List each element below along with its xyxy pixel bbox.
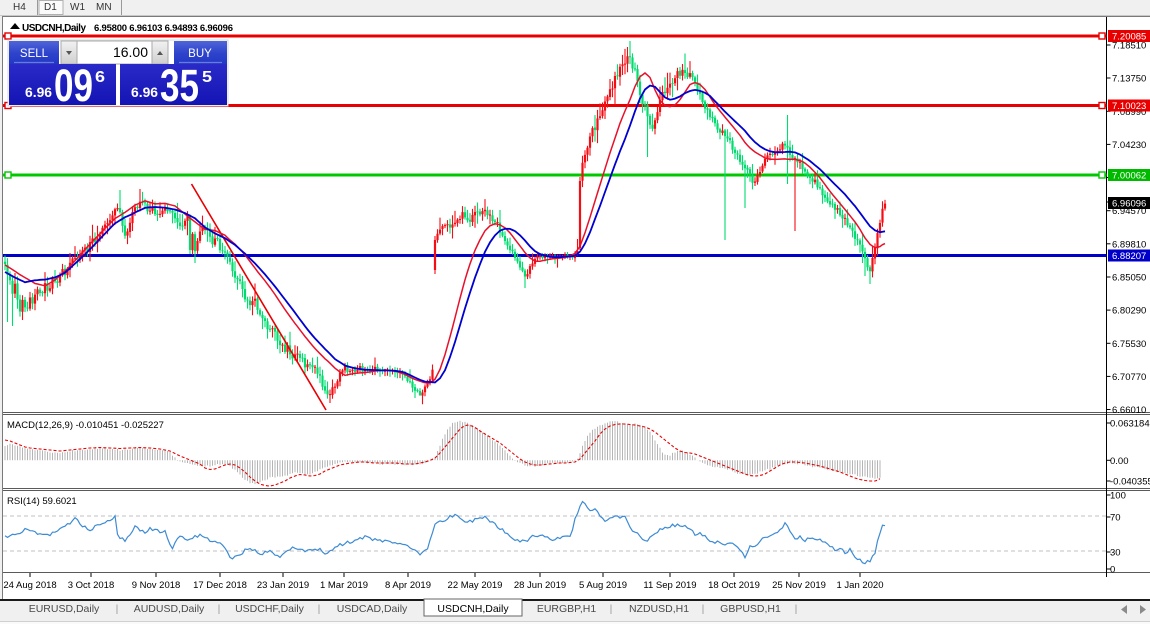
svg-text:6.80290: 6.80290	[1112, 306, 1146, 317]
svg-text:USDCAD,Daily: USDCAD,Daily	[337, 603, 408, 615]
svg-text:3 Oct 2018: 3 Oct 2018	[68, 580, 114, 591]
svg-text:1 Mar 2019: 1 Mar 2019	[320, 580, 368, 591]
svg-text:|: |	[116, 603, 119, 615]
svg-text:35: 35	[160, 60, 199, 111]
svg-text:H4: H4	[13, 2, 26, 13]
svg-text:6.66010: 6.66010	[1112, 405, 1146, 416]
svg-text:6.96: 6.96	[131, 85, 158, 100]
svg-text:-0.040355: -0.040355	[1110, 477, 1150, 488]
svg-text:5: 5	[202, 69, 212, 86]
svg-text:7.00062: 7.00062	[1112, 171, 1146, 182]
svg-text:1 Jan 2020: 1 Jan 2020	[836, 580, 883, 591]
svg-text:09: 09	[54, 60, 93, 111]
svg-text:30: 30	[1110, 548, 1121, 559]
svg-text:AUDUSD,Daily: AUDUSD,Daily	[134, 603, 205, 615]
svg-text:7.04230: 7.04230	[1112, 140, 1146, 151]
svg-text:MACD(12,26,9) -0.010451 -0.025: MACD(12,26,9) -0.010451 -0.025227	[7, 420, 164, 431]
svg-text:0.063184: 0.063184	[1110, 419, 1150, 430]
svg-text:6.96096: 6.96096	[1112, 199, 1146, 210]
svg-text:EURUSD,Daily: EURUSD,Daily	[29, 603, 100, 615]
svg-text:|: |	[318, 603, 321, 615]
svg-text:70: 70	[1110, 513, 1121, 524]
svg-text:6.94570: 6.94570	[1112, 206, 1146, 217]
svg-text:0.00: 0.00	[1110, 456, 1129, 467]
svg-text:100: 100	[1110, 491, 1126, 502]
svg-text:|: |	[610, 603, 613, 615]
svg-text:25 Nov 2019: 25 Nov 2019	[772, 580, 826, 591]
svg-text:22 May 2019: 22 May 2019	[448, 580, 503, 591]
svg-text:SELL: SELL	[20, 48, 49, 60]
svg-text:6.95800 6.96103 6.94893 6.9609: 6.95800 6.96103 6.94893 6.96096	[94, 23, 233, 34]
svg-text:17 Dec 2018: 17 Dec 2018	[193, 580, 247, 591]
svg-text:7.08990: 7.08990	[1112, 107, 1146, 118]
svg-text:6: 6	[95, 69, 105, 86]
svg-text:7.10023: 7.10023	[1112, 101, 1146, 112]
svg-text:24 Aug 2018: 24 Aug 2018	[3, 580, 56, 591]
svg-text:RSI(14) 59.6021: RSI(14) 59.6021	[7, 496, 77, 507]
svg-text:NZDUSD,H1: NZDUSD,H1	[629, 603, 689, 615]
svg-text:EURGBP,H1: EURGBP,H1	[537, 603, 596, 615]
svg-text:6.70770: 6.70770	[1112, 372, 1146, 383]
svg-text:GBPUSD,H1: GBPUSD,H1	[720, 603, 781, 615]
svg-text:W1: W1	[70, 2, 85, 13]
svg-text:5 Aug 2019: 5 Aug 2019	[579, 580, 627, 591]
svg-text:9 Nov 2018: 9 Nov 2018	[132, 580, 181, 591]
svg-text:11 Sep 2019: 11 Sep 2019	[643, 580, 696, 591]
svg-text:MN: MN	[96, 2, 112, 13]
svg-text:6.89810: 6.89810	[1112, 239, 1146, 250]
svg-text:|: |	[702, 603, 705, 615]
svg-text:7.20085: 7.20085	[1112, 32, 1146, 43]
svg-text:6.88207: 6.88207	[1112, 251, 1146, 262]
svg-text:6.96: 6.96	[25, 85, 52, 100]
svg-text:0: 0	[1110, 565, 1115, 576]
svg-text:BUY: BUY	[188, 48, 212, 60]
svg-text:7.18510: 7.18510	[1112, 41, 1146, 52]
svg-text:18 Oct 2019: 18 Oct 2019	[708, 580, 760, 591]
svg-text:23 Jan 2019: 23 Jan 2019	[257, 580, 309, 591]
svg-text:6.75530: 6.75530	[1112, 339, 1146, 350]
svg-text:28 Jun 2019: 28 Jun 2019	[514, 580, 566, 591]
svg-text:USDCNH,Daily: USDCNH,Daily	[437, 603, 509, 615]
svg-text:8 Apr 2019: 8 Apr 2019	[385, 580, 431, 591]
svg-text:USDCHF,Daily: USDCHF,Daily	[235, 603, 305, 615]
svg-text:USDCNH,Daily: USDCNH,Daily	[22, 23, 86, 34]
svg-text:16.00: 16.00	[113, 44, 148, 60]
svg-text:|: |	[218, 603, 221, 615]
svg-text:D1: D1	[44, 2, 57, 13]
svg-text:|: |	[795, 603, 798, 615]
svg-text:7.13750: 7.13750	[1112, 74, 1146, 85]
svg-text:6.85050: 6.85050	[1112, 273, 1146, 284]
